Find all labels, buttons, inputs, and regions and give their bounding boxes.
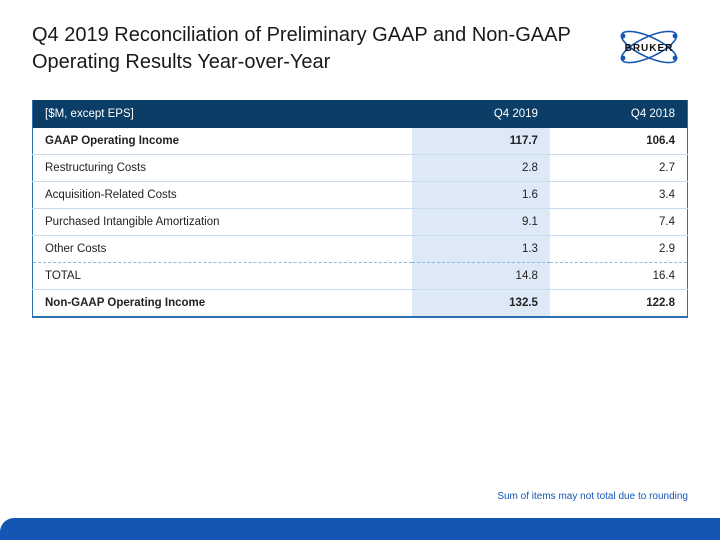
col-header-label: [$M, except EPS] [33, 100, 413, 128]
row-label: Acquisition-Related Costs [33, 182, 413, 209]
page-title: Q4 2019 Reconciliation of Preliminary GA… [32, 22, 592, 76]
header: Q4 2019 Reconciliation of Preliminary GA… [0, 0, 720, 76]
row-value-2: 16.4 [550, 263, 688, 290]
footer-bar [0, 518, 720, 540]
table-container: [$M, except EPS] Q4 2019 Q4 2018 GAAP Op… [0, 76, 720, 318]
row-value-2: 106.4 [550, 128, 688, 155]
row-label: Restructuring Costs [33, 155, 413, 182]
logo-text: BRUKER [625, 43, 674, 54]
row-value-1: 1.6 [412, 182, 550, 209]
col-header-q4-2018: Q4 2018 [550, 100, 688, 128]
reconciliation-table: [$M, except EPS] Q4 2019 Q4 2018 GAAP Op… [32, 100, 688, 318]
row-label: Other Costs [33, 236, 413, 263]
bruker-logo: BRUKER [610, 26, 688, 73]
row-label: Non-GAAP Operating Income [33, 290, 413, 318]
row-value-2: 7.4 [550, 209, 688, 236]
row-value-1: 117.7 [412, 128, 550, 155]
row-label: TOTAL [33, 263, 413, 290]
row-value-1: 1.3 [412, 236, 550, 263]
row-value-2: 2.9 [550, 236, 688, 263]
row-value-2: 2.7 [550, 155, 688, 182]
row-label: Purchased Intangible Amortization [33, 209, 413, 236]
table-row: GAAP Operating Income117.7106.4 [33, 128, 688, 155]
table-header-row: [$M, except EPS] Q4 2019 Q4 2018 [33, 100, 688, 128]
table-body: GAAP Operating Income117.7106.4Restructu… [33, 128, 688, 317]
col-header-q4-2019: Q4 2019 [412, 100, 550, 128]
table-row: Purchased Intangible Amortization9.17.4 [33, 209, 688, 236]
table-row: TOTAL14.816.4 [33, 263, 688, 290]
table-row: Other Costs1.32.9 [33, 236, 688, 263]
row-value-1: 132.5 [412, 290, 550, 318]
row-value-1: 2.8 [412, 155, 550, 182]
table-row: Restructuring Costs2.82.7 [33, 155, 688, 182]
row-value-1: 14.8 [412, 263, 550, 290]
table-row: Acquisition-Related Costs1.63.4 [33, 182, 688, 209]
row-value-1: 9.1 [412, 209, 550, 236]
footnote: Sum of items may not total due to roundi… [497, 491, 688, 502]
table-row: Non-GAAP Operating Income132.5122.8 [33, 290, 688, 318]
row-value-2: 3.4 [550, 182, 688, 209]
row-label: GAAP Operating Income [33, 128, 413, 155]
slide: Q4 2019 Reconciliation of Preliminary GA… [0, 0, 720, 540]
row-value-2: 122.8 [550, 290, 688, 318]
